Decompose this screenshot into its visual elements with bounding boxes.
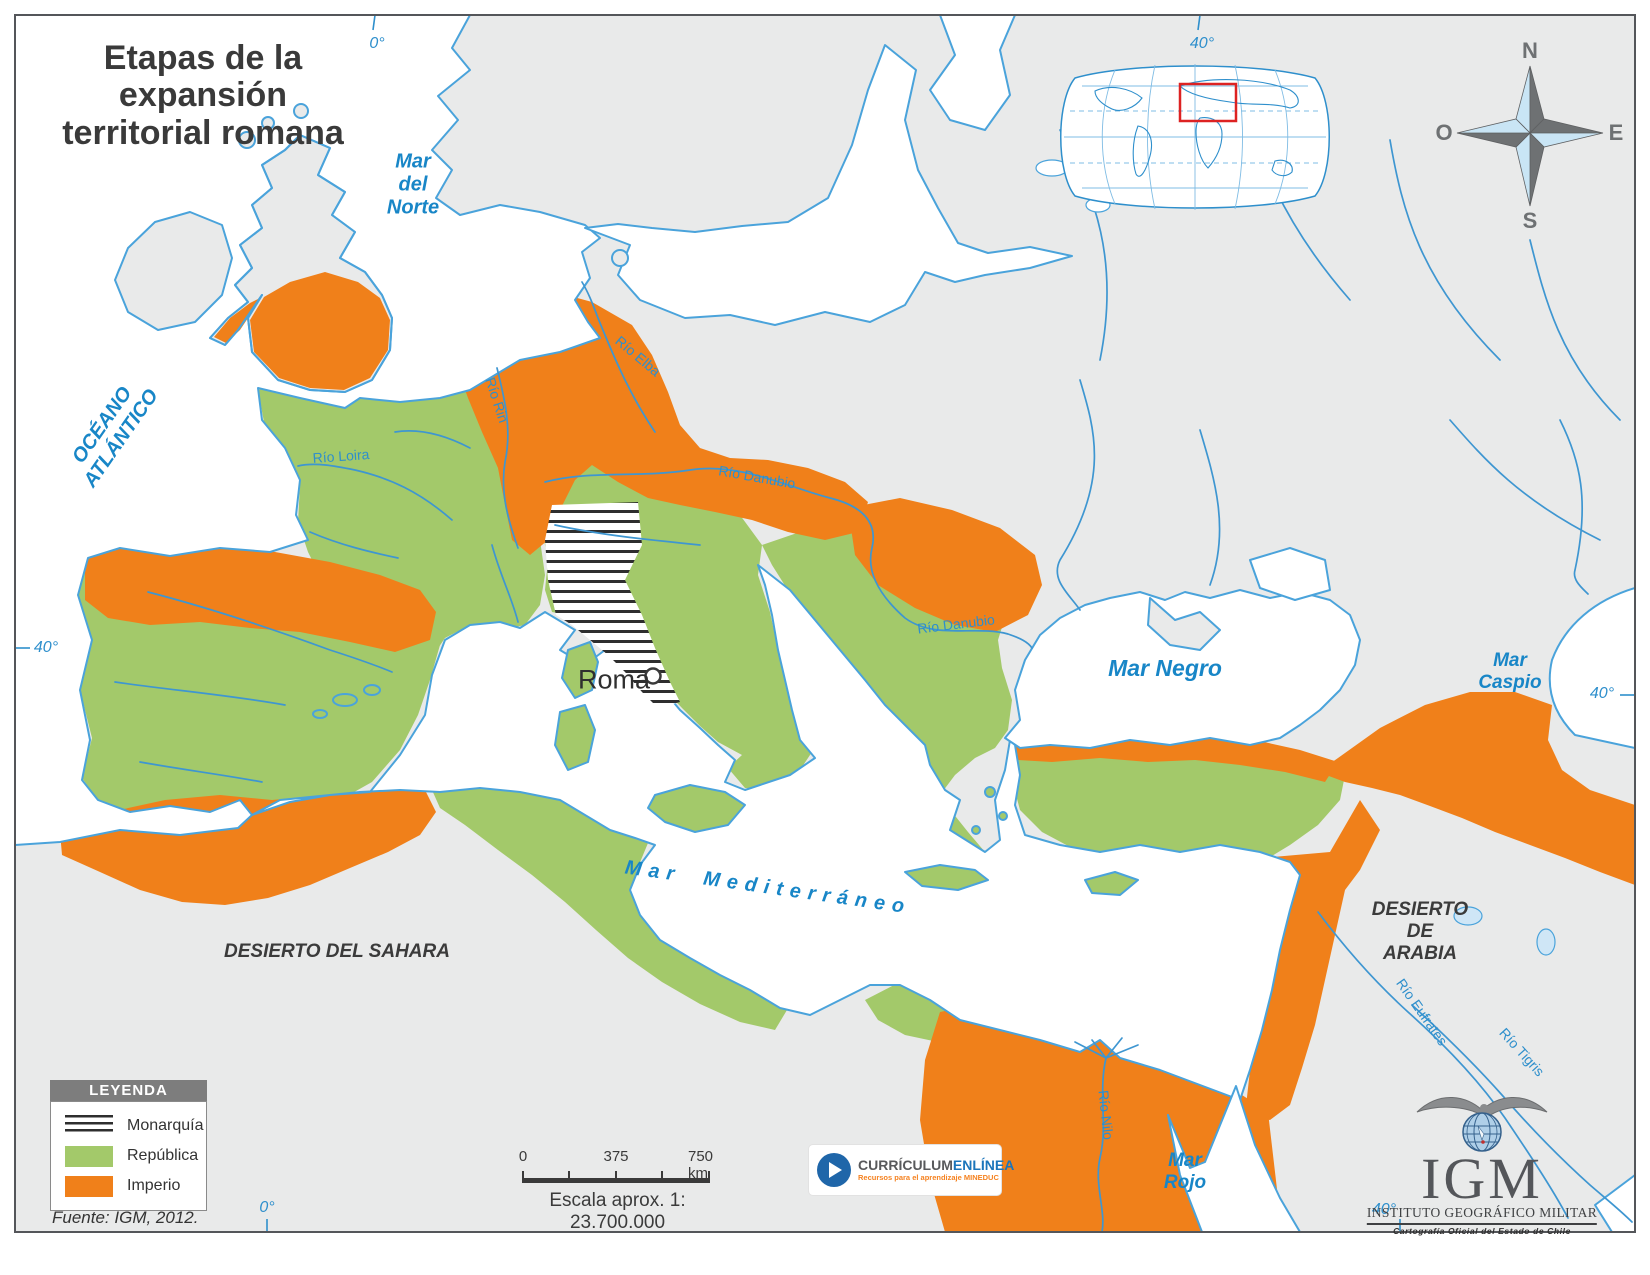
island-sicily [647,784,746,833]
scale-caption: Escala aprox. 1: 23.700.000 [549,1190,686,1233]
source-note: Fuente: IGM, 2012. [52,1208,199,1227]
legend-header: LEYENDA [50,1080,207,1101]
legend-item-republica: República [51,1145,206,1167]
islands [114,103,1221,896]
scale-tick-375: 375 [603,1148,629,1165]
island-ireland [114,211,233,331]
island-corsica [561,641,599,699]
curriculum-name-blue: ENLÍNEA [952,1157,1015,1174]
legend-swatch-monarquia [65,1115,113,1137]
map-frame [14,14,1636,1233]
compass-east-label: E [1609,120,1624,145]
igm-acronym: IGM [1421,1146,1543,1211]
curriculum-name-dark: CURRÍCULUM [858,1157,953,1174]
island-crete [904,864,989,891]
curriculum-logo-text: CURRÍCULUMENLÍNEA Recursos para el apren… [858,1158,1014,1182]
world-locator-inset [1060,64,1330,210]
compass-west-label: O [1435,120,1452,145]
roma-city-marker [644,667,662,685]
legend-label-imperio: Imperio [127,1177,181,1195]
curriculum-logo: CURRÍCULUMENLÍNEA Recursos para el apren… [808,1144,1014,1196]
legend-label-republica: República [127,1147,199,1164]
igm-institution: INSTITUTO GEOGRÁFICO MILITAR [1366,1205,1598,1225]
legend-item-monarquia: Monarquía [51,1115,206,1137]
island-cyprus [1084,871,1139,896]
map-title: Etapas de la expansión territorial roman… [62,39,344,152]
compass-north-label: N [1522,38,1538,63]
igm-tagline: Cartografía Oficial del Estado de Chile [1393,1226,1571,1236]
graticule-ticks [15,15,1635,1232]
island-sardinia [554,704,596,771]
legend-swatch-republica [65,1145,113,1167]
legend-item-imperio: Imperio [51,1175,206,1197]
igm-eagle-globe-icon [1416,1097,1548,1152]
inset-highlight-rect [1178,82,1238,123]
curriculum-subtitle: Recursos para el aprendizaje MINEDUC [858,1172,999,1182]
compass-rose: N E S O [1435,38,1624,233]
region-monarquia-hatched [545,502,680,708]
scale-bar: 0 375 750 km Escala aprox. 1: 23.700.000 [505,1148,730,1233]
compass-south-label: S [1523,208,1538,233]
legend-box: Monarquía República Imperio [50,1101,207,1211]
legend-label-monarquia: Monarquía [127,1116,204,1134]
scale-tick-0: 0 [518,1148,528,1165]
play-icon [817,1153,851,1187]
scale-tick-750: 750 km [688,1148,714,1182]
lakes [1035,159,1556,956]
peninsula-crimea [1147,597,1221,651]
legend-swatch-imperio [65,1175,113,1197]
